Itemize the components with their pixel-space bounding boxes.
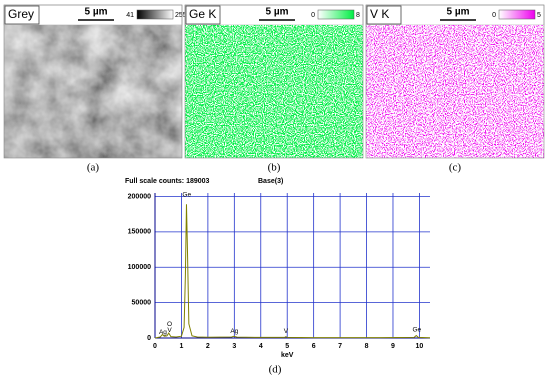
range-min: 0 [492,12,496,19]
x-tick-label: 4 [259,343,263,350]
color-bar [498,9,536,20]
x-tick-label: 5 [285,343,289,350]
peak-label: V [284,328,289,335]
scale-label: 5 µm [447,7,470,18]
peak-label: Ag [159,329,167,336]
range-max: 5 [537,12,541,19]
x-tick-label: 6 [312,343,316,350]
color-bar [136,9,174,20]
element-map [185,25,363,158]
peak-label: V [167,327,172,334]
x-tick-label: 0 [153,343,157,350]
sem-image [4,25,182,158]
spectrum-line [154,204,431,339]
panel-frame [184,4,364,159]
panel-frame [365,4,545,159]
panel-caption: (b) [268,162,281,174]
panel-label: V K [370,7,389,21]
scale-label: 5 µm [266,7,289,18]
x-tick-label: 2 [206,343,210,350]
range-max: 8 [356,12,360,19]
x-tick-label: 8 [365,343,369,350]
y-tick-label: 200000 [128,193,151,200]
panel-caption: (c) [449,162,462,174]
y-tick-label: 0 [147,335,151,342]
panel-label: Grey [8,7,34,21]
x-axis-label: keV [281,352,294,359]
x-tick-label: 10 [416,343,424,350]
panel-caption: (a) [87,162,100,174]
range-max: 255 [175,12,187,19]
y-tick-label: 150000 [128,229,151,236]
x-tick-label: 3 [232,343,236,350]
peak-label: Ag [230,328,238,335]
chart-subtitle: Base(3) [258,178,283,185]
panel-label-box [366,5,402,25]
y-tick-label: 50000 [132,299,152,306]
peak-label: Ge [182,191,191,198]
y-tick-label: 100000 [128,264,151,271]
x-tick-label: 1 [179,343,183,350]
peak-label: O [167,321,172,328]
color-bar [317,9,355,20]
panel-label: Ge K [189,7,216,21]
x-tick-label: 7 [338,343,342,350]
x-tick-label: 9 [391,343,395,350]
peak-label: Ge [412,326,421,333]
range-min: 0 [311,12,315,19]
scale-label: 5 µm [85,7,108,18]
chart-title: Full scale counts: 189003 [125,178,210,185]
panel-label-box [4,5,40,25]
panel-label-box [185,5,221,25]
element-map [366,25,544,158]
range-min: 41 [126,12,134,19]
chart-caption: (d) [269,364,282,376]
panel-frame [3,4,183,159]
